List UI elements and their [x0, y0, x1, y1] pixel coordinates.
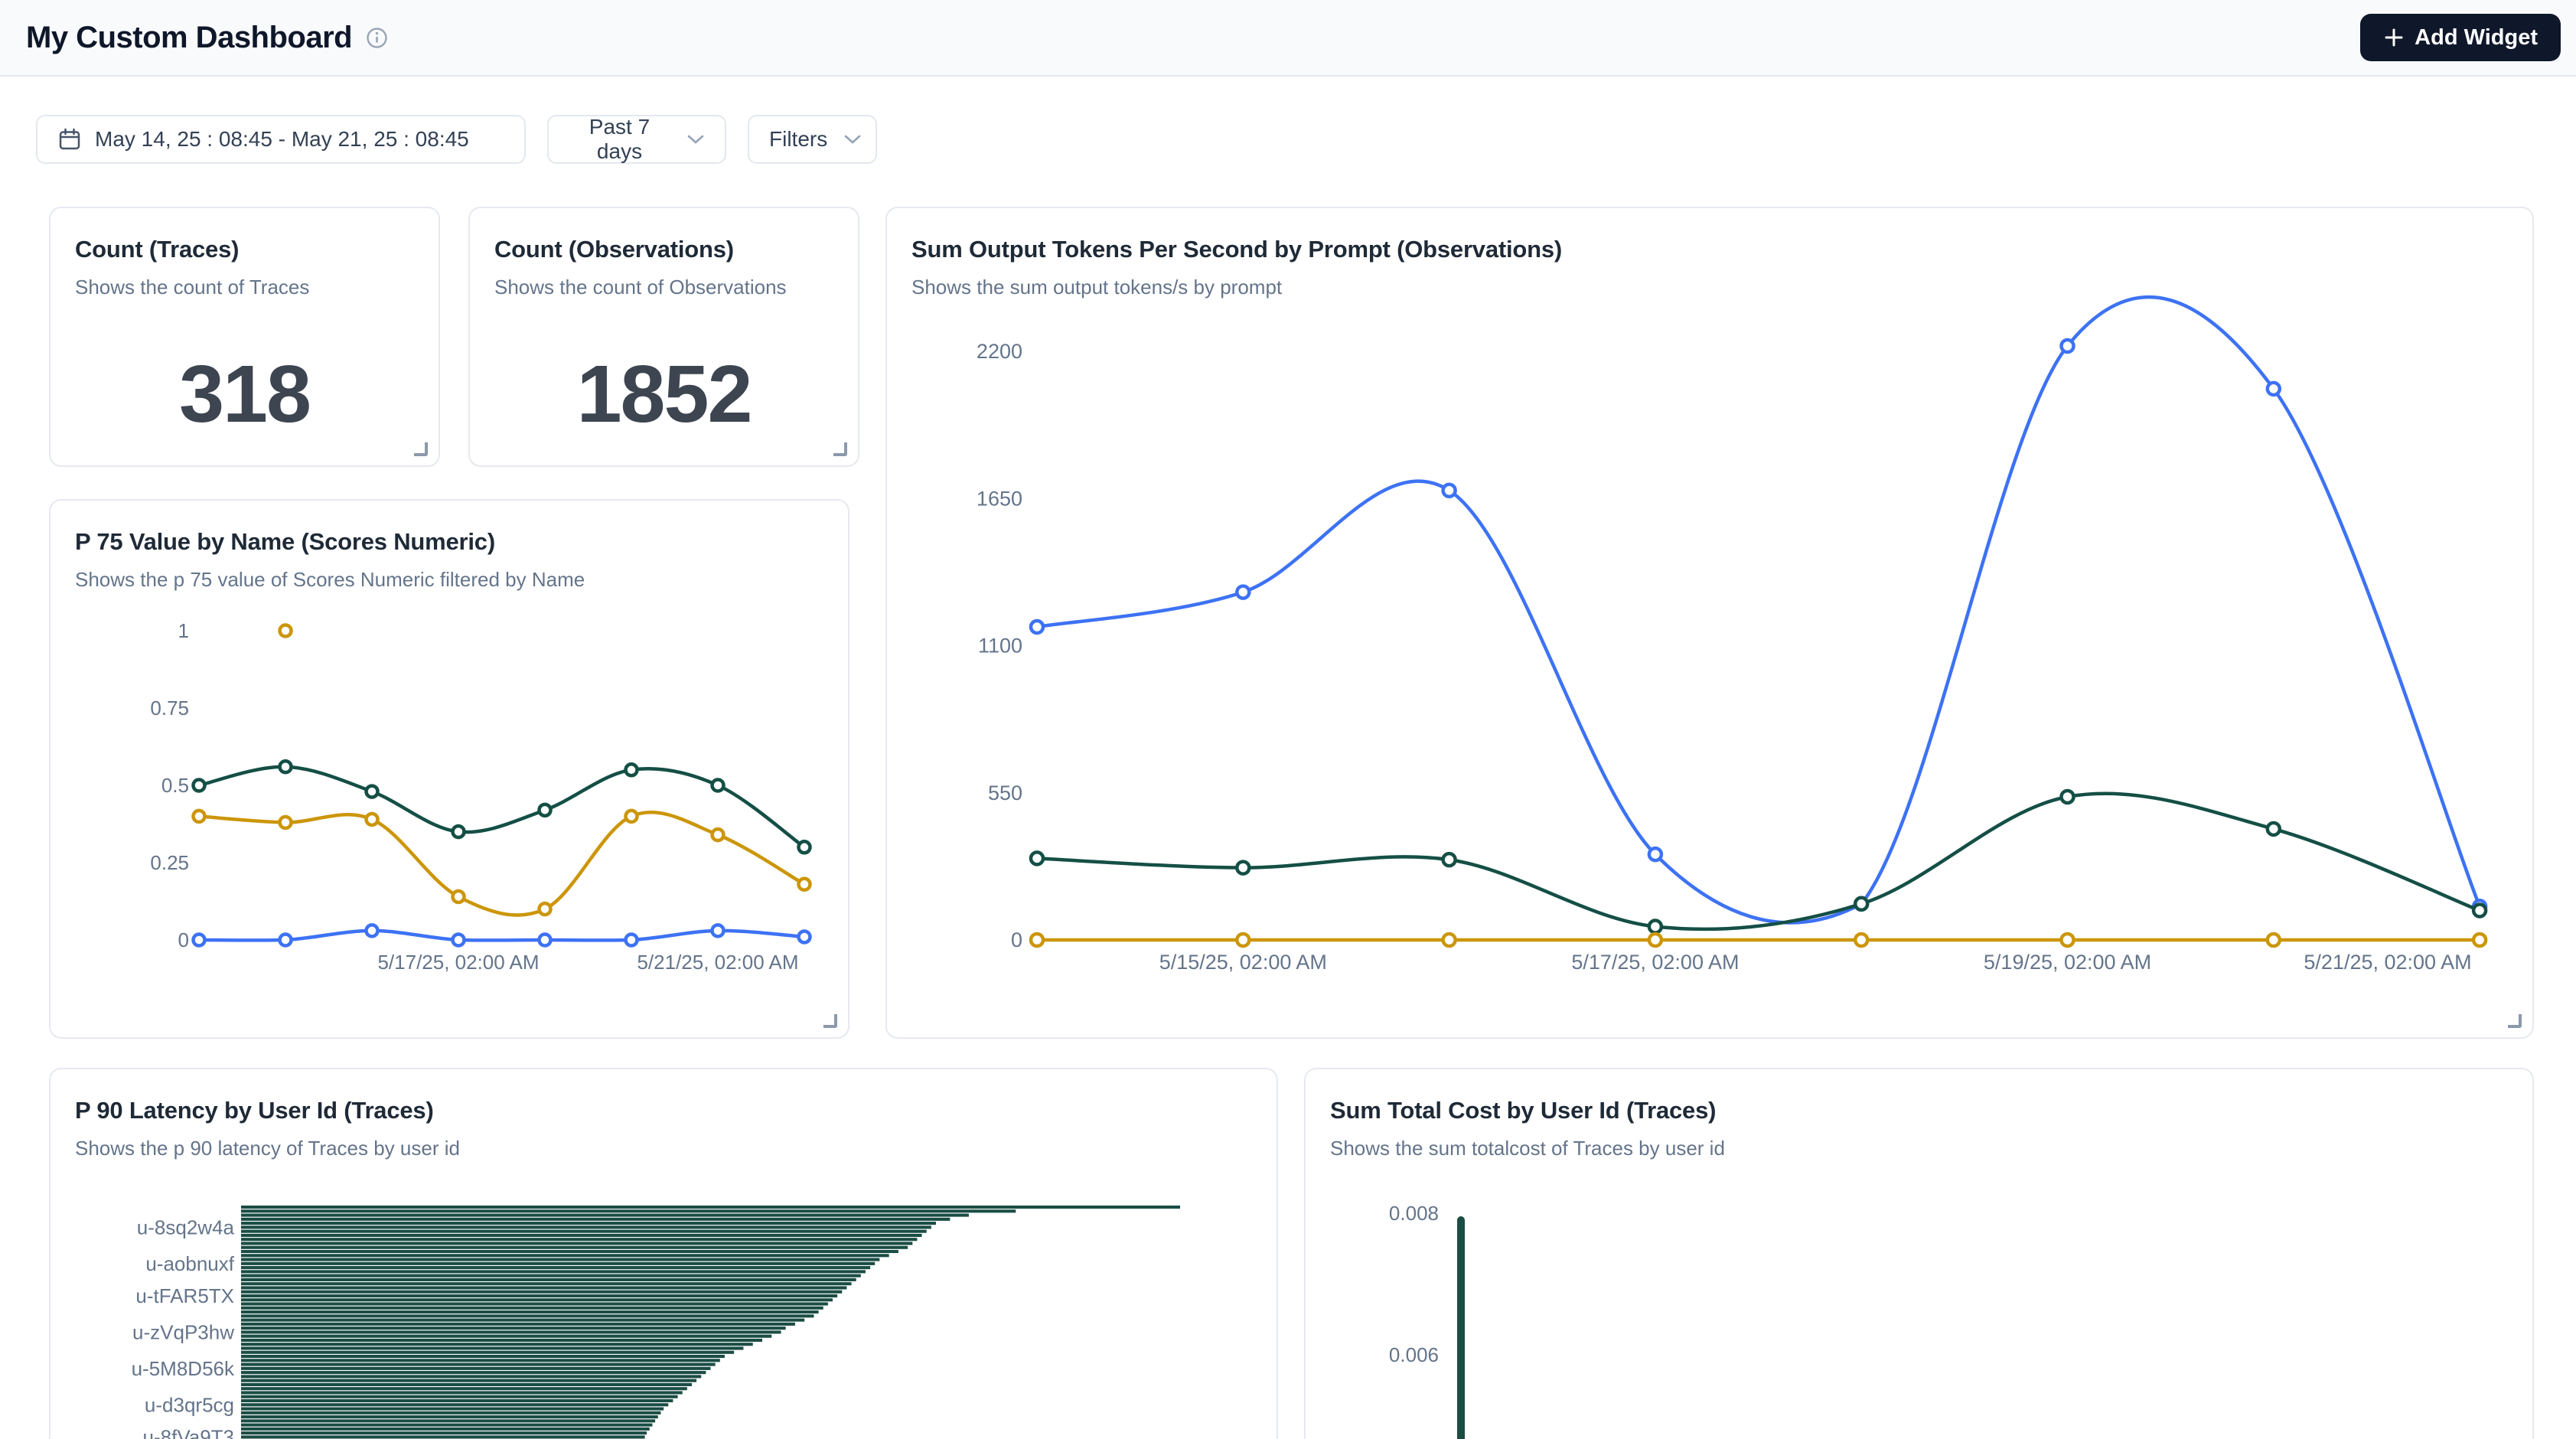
svg-text:u-d3qr5cg: u-d3qr5cg	[145, 1393, 234, 1416]
svg-text:550: 550	[988, 781, 1022, 804]
svg-text:0.006: 0.006	[1389, 1343, 1439, 1366]
date-range-value: May 14, 25 : 08:45 - May 21, 25 : 08:45	[95, 127, 469, 152]
svg-text:2200: 2200	[977, 340, 1022, 363]
svg-text:5/21/25, 02:00 AM: 5/21/25, 02:00 AM	[637, 951, 798, 974]
svg-text:5/15/25, 02:00 AM: 5/15/25, 02:00 AM	[1159, 951, 1327, 974]
chevron-down-icon	[843, 134, 862, 145]
svg-text:u-zVqP3hw: u-zVqP3hw	[132, 1320, 234, 1343]
p90-bar-chart[interactable]: u-8sq2w4a u-aobnuxf u-tFAR5TX u-zVqP3hw u-5M…	[51, 1069, 1278, 1439]
widget-total-cost: Sum Total Cost by User Id (Traces) Shows…	[1304, 1068, 2534, 1439]
svg-text:u-aobnuxf: u-aobnuxf	[145, 1252, 234, 1275]
cost-bar-chart[interactable]: 0.008 0.006	[1306, 1069, 2534, 1439]
add-widget-button[interactable]: Add Widget	[2360, 14, 2561, 61]
filters-dropdown[interactable]: Filters	[748, 115, 877, 164]
widget-count-traces: Count (Traces) Shows the count of Traces…	[49, 207, 440, 467]
resize-handle[interactable]	[414, 442, 428, 456]
widget-title: Count (Observations)	[494, 236, 833, 263]
svg-text:0.008: 0.008	[1389, 1202, 1439, 1225]
tokens-line-chart[interactable]: 0 550 1100 1650 2200 5/15/25, 02:00 AM 5/17/25…	[887, 208, 2534, 1039]
svg-text:0.75: 0.75	[150, 697, 189, 720]
resize-handle[interactable]	[2508, 1014, 2522, 1028]
svg-text:0: 0	[1011, 928, 1022, 951]
add-widget-label: Add Widget	[2415, 25, 2538, 51]
svg-text:5/19/25, 02:00 AM: 5/19/25, 02:00 AM	[1984, 951, 2151, 974]
svg-text:u-tFAR5TX: u-tFAR5TX	[135, 1284, 234, 1307]
widget-count-observations: Count (Observations) Shows the count of …	[468, 207, 859, 467]
widget-subtitle: Shows the count of Observations	[494, 276, 833, 299]
range-preset-dropdown[interactable]: Past 7 days	[547, 115, 726, 164]
svg-text:0.5: 0.5	[161, 774, 189, 797]
info-icon[interactable]	[366, 27, 388, 49]
widget-subtitle: Shows the count of Traces	[75, 276, 414, 299]
range-preset-value: Past 7 days	[569, 115, 670, 164]
calendar-icon	[57, 127, 82, 152]
svg-text:5/17/25, 02:00 AM: 5/17/25, 02:00 AM	[1571, 951, 1739, 974]
count-traces-value: 318	[51, 323, 439, 465]
svg-text:1100: 1100	[978, 635, 1022, 658]
p75-line-chart[interactable]: 0 0.25 0.5 0.75 1 5/17/25, 02:00 AM 5/21/25, 0…	[51, 501, 849, 1039]
widget-p75-scores: P 75 Value by Name (Scores Numeric) Show…	[49, 499, 849, 1039]
widget-p90-latency: P 90 Latency by User Id (Traces) Shows t…	[49, 1068, 1278, 1439]
resize-handle[interactable]	[823, 1014, 837, 1028]
svg-text:0: 0	[178, 928, 189, 951]
svg-text:1650: 1650	[977, 487, 1022, 510]
filters-label: Filters	[769, 127, 827, 152]
app-header: My Custom Dashboard Add Widget	[0, 0, 2576, 77]
svg-text:5/17/25, 02:00 AM: 5/17/25, 02:00 AM	[377, 951, 539, 974]
filter-bar: May 14, 25 : 08:45 - May 21, 25 : 08:45 …	[36, 115, 877, 164]
svg-text:u-8sq2w4a: u-8sq2w4a	[137, 1215, 235, 1238]
resize-handle[interactable]	[833, 442, 847, 456]
count-observations-value: 1852	[470, 323, 858, 465]
widget-tokens-per-second: Sum Output Tokens Per Second by Prompt (…	[885, 207, 2534, 1039]
chevron-down-icon	[686, 134, 705, 145]
plus-icon	[2383, 27, 2405, 48]
svg-text:u-5M8D56k: u-5M8D56k	[132, 1357, 235, 1380]
svg-text:u-8fVa9T3: u-8fVa9T3	[143, 1425, 234, 1439]
svg-text:0.25: 0.25	[150, 851, 189, 874]
svg-text:1: 1	[178, 619, 189, 642]
page-title: My Custom Dashboard	[26, 21, 352, 55]
date-range-picker[interactable]: May 14, 25 : 08:45 - May 21, 25 : 08:45	[36, 115, 526, 164]
svg-text:5/21/25, 02:00 AM: 5/21/25, 02:00 AM	[2304, 951, 2471, 974]
widget-title: Count (Traces)	[75, 236, 414, 263]
